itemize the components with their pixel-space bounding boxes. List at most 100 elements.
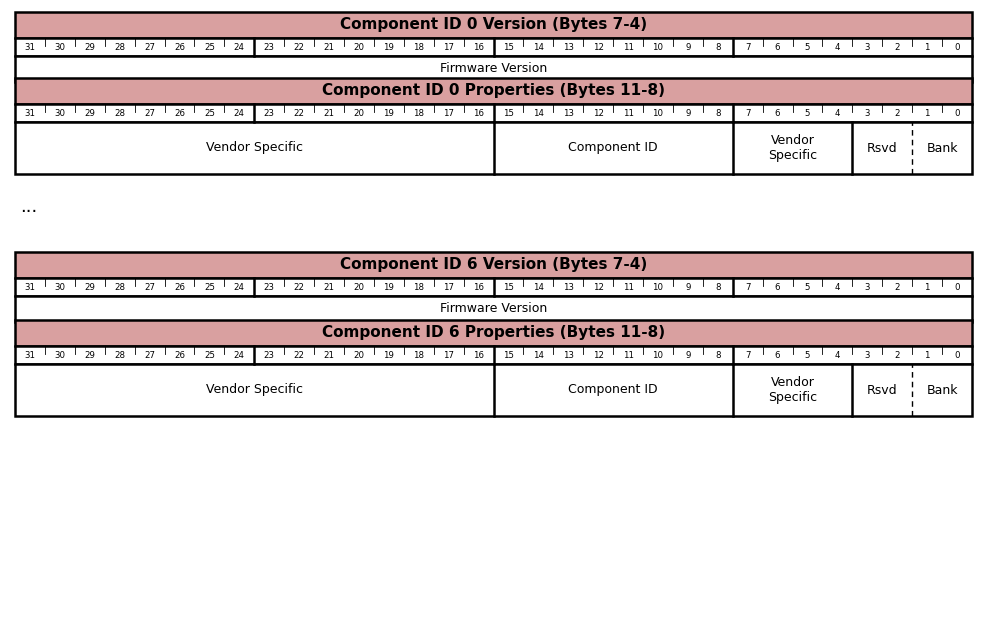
Text: 9: 9 xyxy=(684,42,690,51)
Text: 11: 11 xyxy=(622,42,633,51)
Text: 9: 9 xyxy=(684,351,690,360)
Text: 19: 19 xyxy=(383,108,393,117)
Text: 27: 27 xyxy=(144,282,155,291)
Text: Rsvd: Rsvd xyxy=(866,383,896,397)
Bar xyxy=(15,56,971,82)
Text: 21: 21 xyxy=(323,351,334,360)
Text: 28: 28 xyxy=(114,42,125,51)
Text: 0: 0 xyxy=(953,108,958,117)
Text: 26: 26 xyxy=(174,282,184,291)
Text: 1: 1 xyxy=(924,42,929,51)
Text: 18: 18 xyxy=(413,282,424,291)
Text: 21: 21 xyxy=(323,42,334,51)
Text: 17: 17 xyxy=(443,282,454,291)
Text: 8: 8 xyxy=(714,351,720,360)
Text: 22: 22 xyxy=(293,42,305,51)
Text: 31: 31 xyxy=(25,282,35,291)
Text: 20: 20 xyxy=(353,351,364,360)
Text: 4: 4 xyxy=(834,42,839,51)
Text: 3: 3 xyxy=(864,351,870,360)
Text: 7: 7 xyxy=(744,42,749,51)
Text: 10: 10 xyxy=(652,351,663,360)
Text: 12: 12 xyxy=(592,282,603,291)
Text: 5: 5 xyxy=(804,351,810,360)
Text: 13: 13 xyxy=(562,351,573,360)
Text: 23: 23 xyxy=(263,42,274,51)
Text: 29: 29 xyxy=(84,108,95,117)
Text: 6: 6 xyxy=(774,42,780,51)
Text: 3: 3 xyxy=(864,282,870,291)
Text: 7: 7 xyxy=(744,282,749,291)
Text: 21: 21 xyxy=(323,108,334,117)
Text: 11: 11 xyxy=(622,282,633,291)
Text: 24: 24 xyxy=(234,108,245,117)
Bar xyxy=(15,104,971,122)
Text: 12: 12 xyxy=(592,351,603,360)
Text: 1: 1 xyxy=(924,351,929,360)
Bar xyxy=(15,78,971,104)
Text: 20: 20 xyxy=(353,282,364,291)
Text: 5: 5 xyxy=(804,108,810,117)
Text: 23: 23 xyxy=(263,282,274,291)
Bar xyxy=(15,278,971,296)
Text: 3: 3 xyxy=(864,42,870,51)
Text: 4: 4 xyxy=(834,282,839,291)
Text: 17: 17 xyxy=(443,42,454,51)
Text: 10: 10 xyxy=(652,42,663,51)
Text: 8: 8 xyxy=(714,282,720,291)
Text: 5: 5 xyxy=(804,282,810,291)
Text: 28: 28 xyxy=(114,282,125,291)
Text: 14: 14 xyxy=(532,108,543,117)
Text: 4: 4 xyxy=(834,351,839,360)
Text: Component ID: Component ID xyxy=(568,141,658,155)
Text: Bank: Bank xyxy=(926,141,956,155)
Text: 7: 7 xyxy=(744,351,749,360)
Text: 2: 2 xyxy=(893,42,899,51)
Text: 9: 9 xyxy=(684,282,690,291)
Text: 31: 31 xyxy=(25,108,35,117)
Text: 29: 29 xyxy=(84,351,95,360)
Text: 28: 28 xyxy=(114,351,125,360)
Text: 10: 10 xyxy=(652,282,663,291)
Text: 13: 13 xyxy=(562,282,573,291)
Text: 27: 27 xyxy=(144,351,155,360)
Bar xyxy=(15,122,971,174)
Text: 11: 11 xyxy=(622,108,633,117)
Text: 30: 30 xyxy=(54,42,65,51)
Text: Vendor
Specific: Vendor Specific xyxy=(767,376,816,404)
Text: 24: 24 xyxy=(234,282,245,291)
Text: 28: 28 xyxy=(114,108,125,117)
Text: 0: 0 xyxy=(953,282,958,291)
Text: 17: 17 xyxy=(443,351,454,360)
Bar xyxy=(15,38,971,56)
Text: 21: 21 xyxy=(323,282,334,291)
Text: Vendor Specific: Vendor Specific xyxy=(205,141,303,155)
Bar xyxy=(15,346,971,364)
Text: 27: 27 xyxy=(144,108,155,117)
Text: 29: 29 xyxy=(84,42,95,51)
Text: 15: 15 xyxy=(503,42,514,51)
Text: 6: 6 xyxy=(774,108,780,117)
Text: 30: 30 xyxy=(54,351,65,360)
Text: Bank: Bank xyxy=(926,383,956,397)
Text: 15: 15 xyxy=(503,282,514,291)
Text: 0: 0 xyxy=(953,42,958,51)
Text: 13: 13 xyxy=(562,42,573,51)
Text: 15: 15 xyxy=(503,108,514,117)
Text: 26: 26 xyxy=(174,42,184,51)
Text: 14: 14 xyxy=(532,282,543,291)
Text: 25: 25 xyxy=(204,282,215,291)
Text: 19: 19 xyxy=(383,351,393,360)
Text: 27: 27 xyxy=(144,42,155,51)
Text: 14: 14 xyxy=(532,42,543,51)
Text: 12: 12 xyxy=(592,42,603,51)
Text: 16: 16 xyxy=(472,108,483,117)
Text: 12: 12 xyxy=(592,108,603,117)
Text: 19: 19 xyxy=(383,282,393,291)
Text: 6: 6 xyxy=(774,351,780,360)
Text: 20: 20 xyxy=(353,42,364,51)
Text: 26: 26 xyxy=(174,108,184,117)
Text: Component ID 0 Properties (Bytes 11-8): Component ID 0 Properties (Bytes 11-8) xyxy=(321,83,665,98)
Text: Component ID 6 Properties (Bytes 11-8): Component ID 6 Properties (Bytes 11-8) xyxy=(321,325,665,340)
Text: 25: 25 xyxy=(204,108,215,117)
